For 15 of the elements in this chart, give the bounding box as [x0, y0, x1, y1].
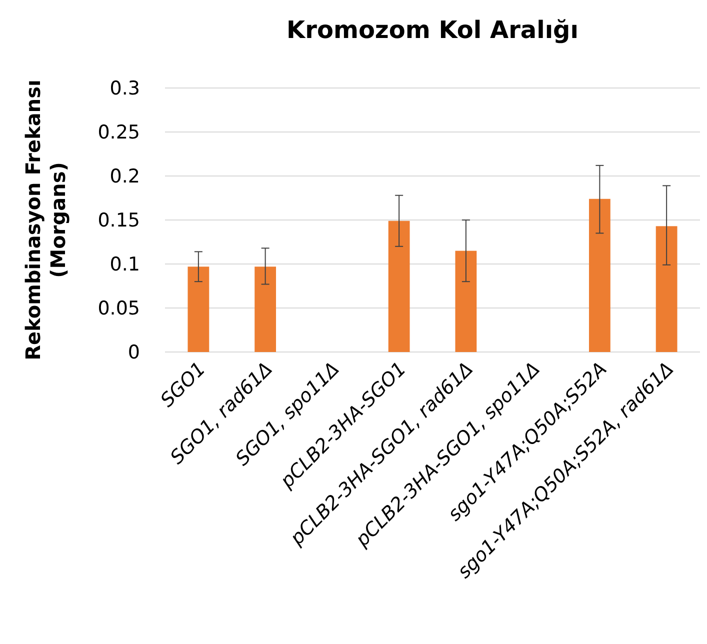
- bar: [254, 266, 276, 352]
- y-tick-label: 0.15: [98, 210, 140, 232]
- y-tick-label: 0.05: [98, 298, 140, 320]
- y-axis-title: Rekombinasyon Frekansı (Morgans): [21, 80, 70, 360]
- chart-title: Kromozom Kol Aralığı: [286, 16, 578, 44]
- bar: [388, 220, 410, 352]
- bar: [188, 266, 210, 352]
- bar: [455, 250, 477, 352]
- y-tick-label: 0.1: [110, 254, 140, 276]
- y-tick-label: 0.3: [110, 78, 140, 100]
- y-tick-label: 0.25: [98, 122, 140, 144]
- y-tick-label: 0.2: [110, 166, 140, 188]
- y-tick-label: 0: [128, 342, 140, 364]
- bar: [588, 198, 610, 352]
- bar: [656, 226, 678, 352]
